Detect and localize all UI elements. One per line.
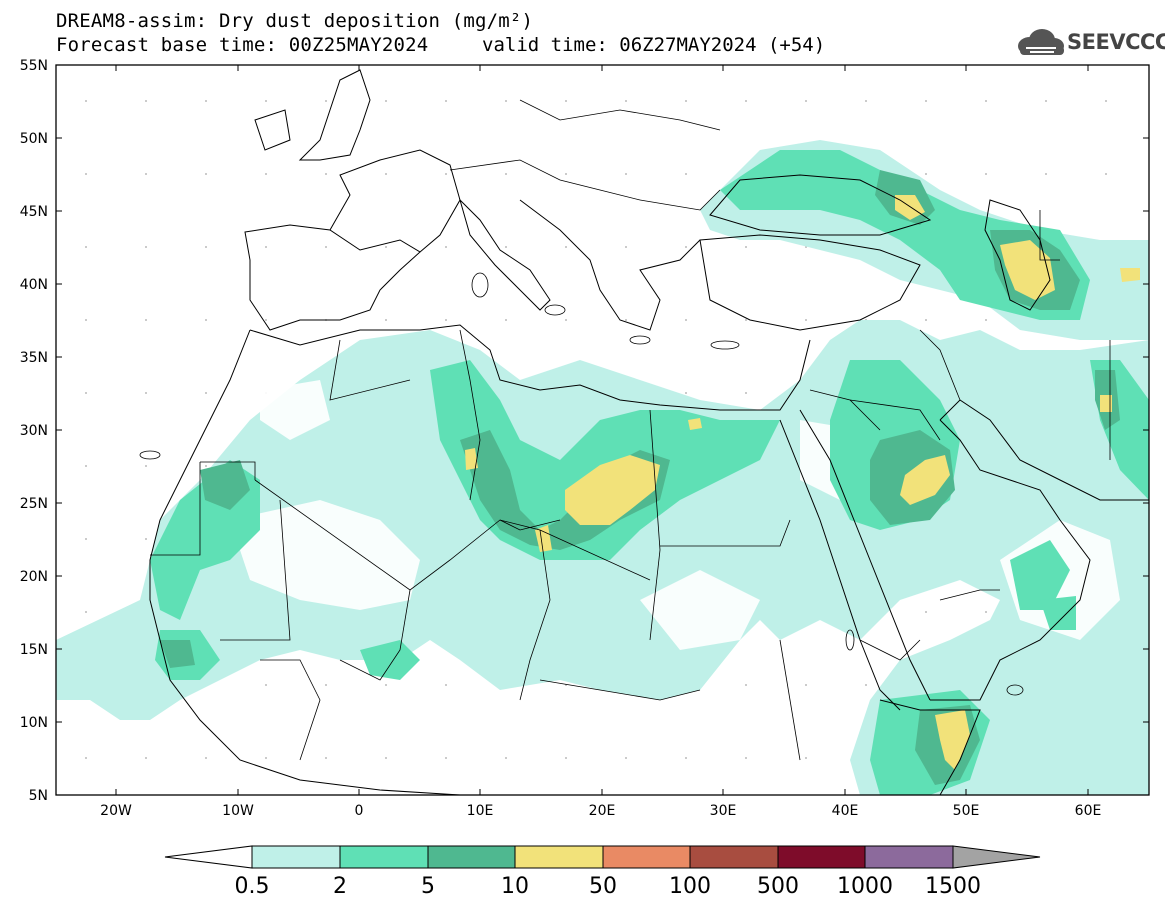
lon-label: 10W	[222, 803, 254, 819]
colorbar-box	[864, 845, 954, 869]
lat-label: 55N	[20, 58, 48, 74]
colorbar-label: 100	[669, 874, 711, 899]
lat-label: 45N	[20, 204, 48, 220]
colorbar-box	[427, 845, 516, 869]
colorbar-label: 5	[421, 874, 435, 899]
axis-ticks	[56, 64, 1149, 795]
colorbar-low-arrow	[164, 845, 253, 869]
lon-label: 10E	[467, 803, 494, 819]
lon-label: 30E	[710, 803, 737, 819]
colorbar	[164, 845, 1041, 869]
colorbar-label: 2	[333, 874, 347, 899]
lat-label: 15N	[20, 642, 48, 658]
colorbar-label: 0.5	[235, 874, 270, 899]
colorbar-box	[602, 845, 691, 869]
colorbar-label: 1000	[837, 874, 893, 899]
lat-label: 40N	[20, 277, 48, 293]
valid-time: valid time: 06Z27MAY2024 (+54)	[482, 34, 826, 56]
colorbar-label: 50	[589, 874, 617, 899]
lon-label: 40E	[832, 803, 859, 819]
borders	[150, 99, 1111, 761]
colorbar-box	[251, 845, 341, 869]
lat-label: 10N	[20, 715, 48, 731]
lon-label: 0	[355, 803, 364, 819]
colorbar-box	[689, 845, 779, 869]
cloud-logo-icon	[1018, 29, 1064, 55]
logo-text: SEEVCCC	[1067, 30, 1165, 54]
lat-label: 25N	[20, 496, 48, 512]
lon-label: 20E	[589, 803, 616, 819]
map-area	[56, 65, 1149, 795]
lat-labels: 55N 50N 45N 40N 35N 30N 25N 20N 15N 10N …	[20, 58, 48, 804]
colorbar-labels: 0.5 2 5 10 50 100 500 1000 1500	[235, 874, 982, 899]
colorbar-label: 1500	[925, 874, 981, 899]
lat-label: 20N	[20, 569, 48, 585]
map-title: DREAM8-assim: Dry dust deposition (mg/m²…	[56, 10, 534, 32]
lon-label: 20W	[100, 803, 132, 819]
dust-level-4	[465, 195, 1140, 770]
colorbar-box	[339, 845, 429, 869]
colorbar-box	[777, 845, 866, 869]
lat-label: 30N	[20, 423, 48, 439]
colorbar-label: 500	[757, 874, 799, 899]
lon-labels: 20W 10W 0 10E 20E 30E 40E 50E 60E	[100, 803, 1101, 819]
lon-label: 50E	[953, 803, 980, 819]
colorbar-box	[514, 845, 604, 869]
coastlines	[149, 69, 1149, 795]
forecast-base-time: Forecast base time: 00Z25MAY2024	[56, 34, 429, 56]
lon-label: 60E	[1075, 803, 1102, 819]
colorbar-high-arrow	[952, 845, 1041, 869]
lat-label: 5N	[29, 788, 48, 804]
lat-label: 35N	[20, 350, 48, 366]
colorbar-label: 10	[501, 874, 529, 899]
lat-label: 50N	[20, 131, 48, 147]
